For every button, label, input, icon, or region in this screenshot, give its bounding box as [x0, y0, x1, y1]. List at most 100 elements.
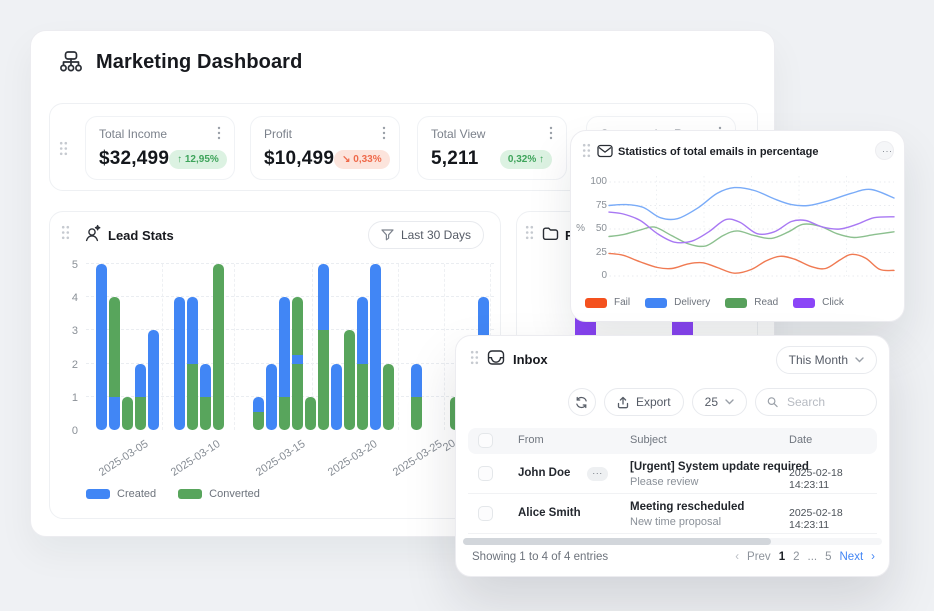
table-row[interactable]: John Doe ··· [Urgent] System update requ…	[468, 454, 877, 494]
lead-stats-bar-chart: 012345	[50, 264, 502, 430]
page-size-select[interactable]: 25	[692, 388, 747, 416]
legend-label: Click	[822, 297, 844, 308]
lead-bar	[305, 397, 316, 430]
prev-button[interactable]: Prev	[747, 551, 771, 563]
lead-bar	[109, 297, 120, 430]
search-icon	[767, 396, 778, 408]
upload-icon	[617, 396, 629, 409]
horizontal-scrollbar-track[interactable]	[463, 538, 882, 545]
inbox-title: Inbox	[513, 352, 548, 367]
legend-label: Converted	[209, 488, 260, 500]
legend-label: Fail	[614, 297, 630, 308]
email-stats-panel: Statistics of total emails in percentage…	[570, 130, 905, 322]
kebab-menu-icon[interactable]	[544, 126, 558, 140]
date-cell: 2025-02-18 14:23:11	[789, 507, 877, 531]
legend-swatch-delivery	[645, 298, 667, 308]
lead-user-icon	[83, 224, 102, 243]
next-button[interactable]: Next	[840, 551, 864, 563]
stat-label: Profit	[264, 127, 389, 141]
lead-bar	[266, 364, 277, 430]
stat-card-profit: Profit $10,499 ↘ 0,33%	[250, 116, 400, 180]
lead-stats-header: Lead Stats Last 30 Days	[50, 212, 500, 258]
subject-text: [Urgent] System update required	[630, 461, 809, 473]
lead-bar	[122, 397, 133, 430]
sender-name: John Doe	[518, 467, 570, 479]
lead-bar	[187, 297, 198, 430]
dashboard-stage: Marketing Dashboard Total Income $32,499…	[0, 0, 934, 611]
refresh-button[interactable]	[568, 388, 596, 416]
drag-handle-icon[interactable]	[61, 225, 70, 240]
table-row[interactable]: Alice Smith Meeting rescheduled New time…	[468, 494, 877, 534]
stat-card-total-income: Total Income $32,499 ↑ 12,95%	[85, 116, 235, 180]
subject-cell: Meeting rescheduled New time proposal	[630, 501, 744, 528]
page-button-5[interactable]: 5	[825, 551, 831, 563]
lead-bar	[96, 264, 107, 430]
lead-stats-title: Lead Stats	[108, 228, 174, 243]
chevron-down-icon	[725, 399, 734, 405]
lead-bar	[383, 364, 394, 430]
stat-value: $10,499	[264, 148, 334, 170]
email-stats-line-chart	[571, 131, 906, 291]
refresh-icon	[575, 396, 588, 409]
prev-chevron[interactable]: ‹	[735, 551, 739, 563]
select-all-checkbox[interactable]	[478, 433, 493, 448]
legend-swatch-click	[793, 298, 815, 308]
row-actions-button[interactable]: ···	[587, 467, 608, 481]
search-input[interactable]	[785, 394, 865, 410]
filter-label: Last 30 Days	[401, 228, 471, 242]
drag-handle-icon[interactable]	[470, 350, 479, 365]
drag-handle-icon[interactable]	[525, 225, 534, 240]
page-ellipsis: ...	[808, 551, 818, 563]
lead-bar	[200, 364, 211, 430]
next-chevron[interactable]: ›	[871, 551, 875, 563]
lead-bar	[331, 364, 342, 430]
kebab-menu-icon[interactable]	[377, 126, 391, 140]
lead-bar	[174, 297, 185, 430]
legend-item-fail: Fail	[585, 297, 630, 308]
legend-item-converted: Converted	[178, 488, 260, 500]
stat-value: 5,211	[431, 148, 479, 170]
sitemap-icon	[58, 49, 84, 75]
trend-badge: 0,32% ↑	[500, 150, 552, 169]
lead-bar	[357, 297, 368, 430]
inbox-footer: Showing 1 to 4 of 4 entries ‹ Prev 1 2 .…	[472, 551, 875, 563]
entries-summary: Showing 1 to 4 of 4 entries	[472, 551, 608, 563]
page-header: Marketing Dashboard	[58, 49, 302, 75]
subject-cell: [Urgent] System update required Please r…	[630, 461, 809, 488]
trend-badge: ↑ 12,95%	[169, 150, 227, 169]
legend-label: Read	[754, 297, 778, 308]
legend-item-read: Read	[725, 297, 778, 308]
stat-label: Total View	[431, 127, 556, 141]
page-button-2[interactable]: 2	[793, 551, 799, 563]
export-button[interactable]: Export	[604, 388, 684, 416]
stat-card-total-view: Total View 5,211 0,32% ↑	[417, 116, 567, 180]
legend-swatch-fail	[585, 298, 607, 308]
legend-swatch-converted	[178, 489, 202, 499]
funnel-icon	[381, 229, 394, 241]
page-button-1[interactable]: 1	[779, 551, 785, 563]
period-select-button[interactable]: This Month	[776, 346, 877, 374]
kebab-menu-icon[interactable]	[212, 126, 226, 140]
period-label: This Month	[789, 353, 848, 367]
column-header-date: Date	[789, 434, 812, 446]
horizontal-scrollbar-thumb[interactable]	[463, 538, 771, 545]
lead-bar	[344, 330, 355, 430]
drag-handle-icon[interactable]	[59, 141, 68, 156]
search-input-container	[755, 388, 877, 416]
lead-bar	[213, 264, 224, 430]
email-chart-legend: Fail Delivery Read Click	[585, 297, 844, 308]
row-checkbox[interactable]	[478, 466, 493, 481]
export-label: Export	[636, 395, 671, 409]
lead-chart-x-axis: 2025-03-052025-03-102025-03-152025-03-20…	[50, 430, 500, 492]
inbox-toolbar: Export 25	[468, 388, 877, 416]
date-range-filter-button[interactable]: Last 30 Days	[368, 221, 484, 249]
lead-bar	[279, 297, 290, 430]
inbox-icon	[487, 349, 505, 366]
inbox-table: From Subject Date John Doe ··· [Urgent] …	[468, 428, 877, 534]
stat-label: Total Income	[99, 127, 224, 141]
page-title: Marketing Dashboard	[96, 51, 302, 74]
folder-icon	[542, 226, 559, 241]
lead-stats-card: Lead Stats Last 30 Days 012345 2025-03-0…	[49, 211, 501, 519]
legend-swatch-created	[86, 489, 110, 499]
row-checkbox[interactable]	[478, 506, 493, 521]
